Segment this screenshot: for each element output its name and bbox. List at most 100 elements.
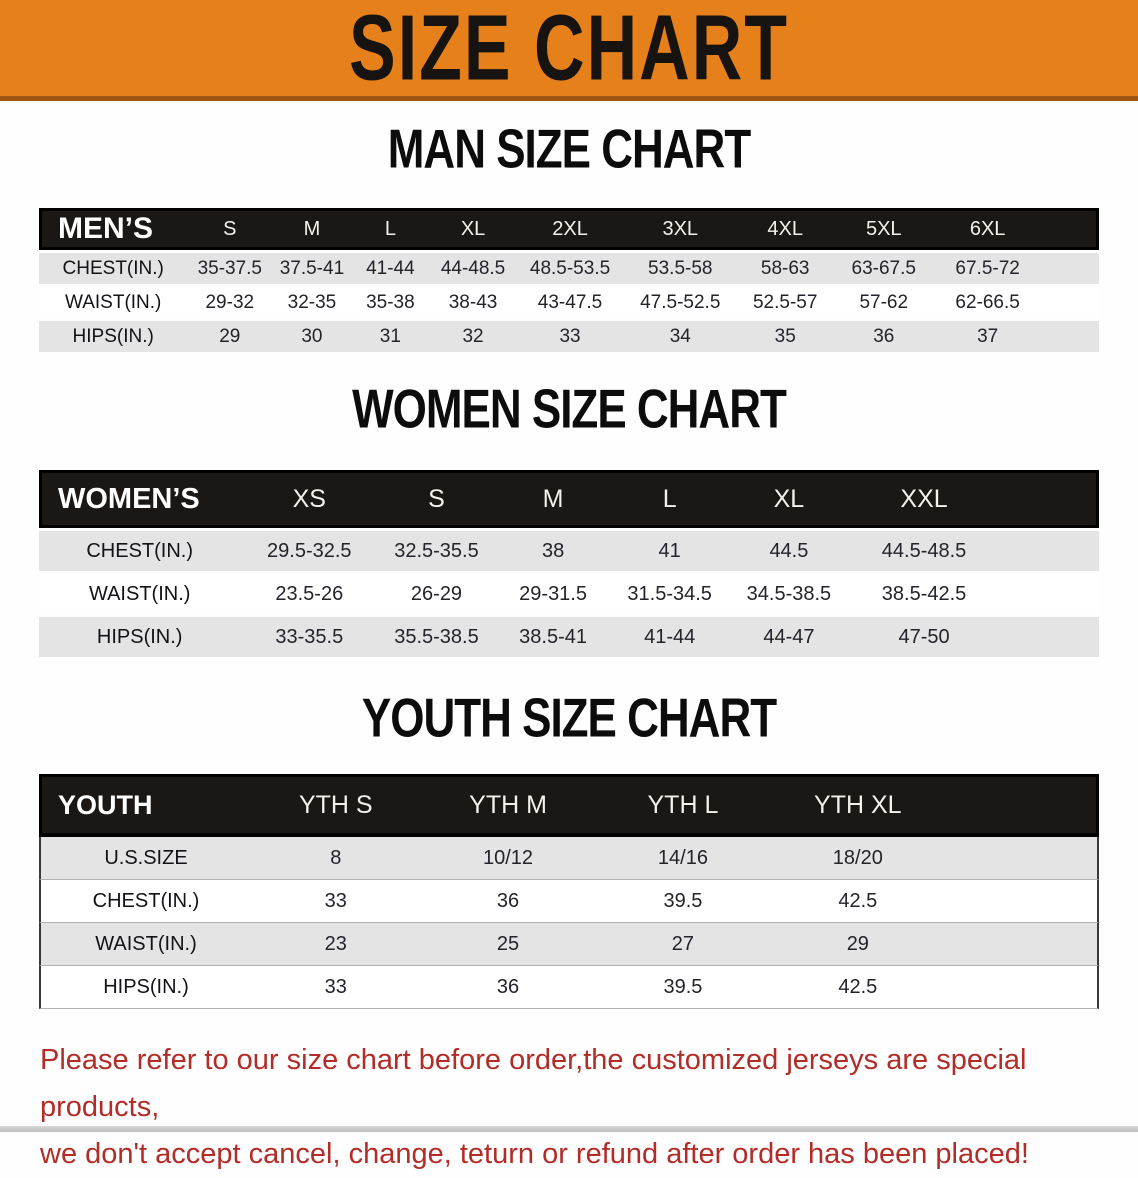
size-value-cell: 39.5: [595, 880, 771, 923]
size-value-cell: 35: [737, 321, 833, 352]
size-value-cell: 42.5: [770, 880, 946, 923]
size-value-cell: 23.5-26: [240, 574, 379, 614]
size-column-header: YTH S: [251, 774, 421, 837]
banner-title: SIZE CHART: [349, 0, 789, 100]
women-section-heading: WOMEN SIZE CHART: [0, 379, 1138, 441]
size-column-header: S: [187, 208, 273, 250]
size-header-row: WOMEN’S XS S M L XL XXL: [39, 470, 1099, 528]
measure-row-label: WAIST(IN.): [39, 574, 241, 614]
measure-row-label: HIPS(IN.): [39, 617, 241, 657]
men-section-heading-text: MAN SIZE CHART: [387, 118, 751, 180]
size-column-header: XS: [240, 470, 379, 528]
size-value-cell: 35.5-38.5: [378, 617, 495, 657]
size-header-row: YOUTH YTH S YTH M YTH L YTH XL: [39, 774, 1099, 837]
size-value-cell: 36: [832, 321, 935, 352]
size-header-row: MEN’S S M L XL 2XL 3XL 4XL 5XL 6XL: [39, 208, 1099, 250]
size-row: HIPS(IN.) 29 30 31 32 33 34 35 36 37: [39, 321, 1099, 352]
size-row: CHEST(IN.) 35-37.5 37.5-41 41-44 44-48.5 48.5…: [39, 253, 1099, 284]
size-value-cell: 57-62: [832, 287, 935, 318]
size-value-cell: 37: [934, 321, 1041, 352]
size-value-cell: 39.5: [595, 966, 771, 1009]
men-size-table: MEN’S S M L XL 2XL 3XL 4XL 5XL 6XL CHEST(IN.) 35-37…: [39, 205, 1099, 355]
section-women: WOMEN SIZE CHART WOMEN’S XS S M L XL XXL CHEST(…: [0, 379, 1138, 660]
row-filler: [998, 574, 1099, 614]
size-value-cell: 32.5-35.5: [378, 531, 495, 571]
size-row: WAIST(IN.) 29-32 32-35 35-38 38-43 43-47.5 47.…: [39, 287, 1099, 318]
size-column-header: M: [494, 470, 612, 528]
size-row: HIPS(IN.) 33 36 39.5 42.5: [39, 966, 1099, 1009]
size-value-cell: 33: [251, 880, 421, 923]
size-column-header: 6XL: [934, 208, 1041, 250]
size-value-cell: 47.5-52.5: [623, 287, 738, 318]
size-value-cell: 44.5: [727, 531, 850, 571]
size-row: U.S.SIZE 8 10/12 14/16 18/20: [39, 837, 1099, 880]
table-corner-label: MEN’S: [39, 208, 188, 250]
size-column-header: 3XL: [623, 208, 738, 250]
size-value-cell: 14/16: [595, 837, 771, 880]
size-column-header: 4XL: [737, 208, 833, 250]
size-value-cell: 53.5-58: [623, 253, 738, 284]
order-notice-line-2: we don't accept cancel, change, teturn o…: [40, 1138, 1029, 1170]
size-value-cell: 26-29: [378, 574, 495, 614]
size-value-cell: 48.5-53.5: [517, 253, 624, 284]
row-filler: [998, 617, 1099, 657]
size-column-header: YTH XL: [770, 774, 946, 837]
size-column-header: YTH M: [420, 774, 596, 837]
size-column-header: YTH L: [595, 774, 771, 837]
size-value-cell: 52.5-57: [737, 287, 833, 318]
size-value-cell: 41: [611, 531, 728, 571]
size-value-cell: 37.5-41: [272, 253, 352, 284]
size-value-cell: 29-31.5: [494, 574, 612, 614]
size-value-cell: 32: [429, 321, 518, 352]
row-filler: [1040, 287, 1099, 318]
size-value-cell: 23: [251, 923, 421, 966]
row-filler: [1040, 321, 1099, 352]
size-value-cell: 29.5-32.5: [240, 531, 379, 571]
youth-size-table: YOUTH YTH S YTH M YTH L YTH XL U.S.SIZE 8 10/12…: [39, 774, 1099, 1009]
size-value-cell: 34: [623, 321, 738, 352]
women-size-table: WOMEN’S XS S M L XL XXL CHEST(IN.) 29.5-32.5 32.5…: [39, 467, 1099, 660]
row-filler: [945, 923, 1099, 966]
size-value-cell: 36: [420, 880, 596, 923]
size-value-cell: 35-37.5: [187, 253, 273, 284]
size-value-cell: 33: [251, 966, 421, 1009]
measure-row-label: CHEST(IN.): [39, 253, 188, 284]
size-value-cell: 34.5-38.5: [727, 574, 850, 614]
measure-row-label: U.S.SIZE: [39, 837, 251, 880]
bottom-edge-strip: [0, 1126, 1138, 1132]
size-value-cell: 38-43: [429, 287, 518, 318]
size-value-cell: 43-47.5: [517, 287, 624, 318]
measure-row-label: HIPS(IN.): [39, 966, 251, 1009]
women-section-heading-text: WOMEN SIZE CHART: [352, 378, 787, 440]
section-youth: YOUTH SIZE CHART YOUTH YTH S YTH M YTH L YTH…: [0, 688, 1138, 1009]
section-men: MAN SIZE CHART MEN’S S M L XL 2XL 3XL 4XL 5XL 6XL…: [0, 119, 1138, 355]
men-section-heading: MAN SIZE CHART: [0, 119, 1138, 181]
size-row: HIPS(IN.) 33-35.5 35.5-38.5 38.5-41 41-44 44-…: [39, 617, 1099, 657]
size-value-cell: 38.5-42.5: [849, 574, 999, 614]
size-value-cell: 27: [595, 923, 771, 966]
measure-row-label: WAIST(IN.): [39, 923, 251, 966]
measure-row-label: WAIST(IN.): [39, 287, 188, 318]
size-value-cell: 10/12: [420, 837, 596, 880]
youth-section-heading: YOUTH SIZE CHART: [0, 688, 1138, 750]
size-value-cell: 18/20: [770, 837, 946, 880]
measure-row-label: CHEST(IN.): [39, 880, 251, 923]
size-value-cell: 58-63: [737, 253, 833, 284]
size-value-cell: 41-44: [351, 253, 430, 284]
header-filler: [1040, 208, 1099, 250]
size-column-header: L: [351, 208, 430, 250]
size-value-cell: 25: [420, 923, 596, 966]
size-value-cell: 41-44: [611, 617, 728, 657]
size-column-header: L: [611, 470, 728, 528]
row-filler: [1040, 253, 1099, 284]
row-filler: [945, 837, 1099, 880]
size-chart-banner: SIZE CHART: [0, 0, 1138, 101]
size-row: WAIST(IN.) 23 25 27 29: [39, 923, 1099, 966]
size-value-cell: 29: [187, 321, 273, 352]
size-value-cell: 62-66.5: [934, 287, 1041, 318]
header-filler: [998, 470, 1099, 528]
size-column-header: XL: [429, 208, 518, 250]
size-column-header: M: [272, 208, 352, 250]
table-corner-label: WOMEN’S: [39, 470, 241, 528]
size-row: CHEST(IN.) 29.5-32.5 32.5-35.5 38 41 44.5 44.5…: [39, 531, 1099, 571]
